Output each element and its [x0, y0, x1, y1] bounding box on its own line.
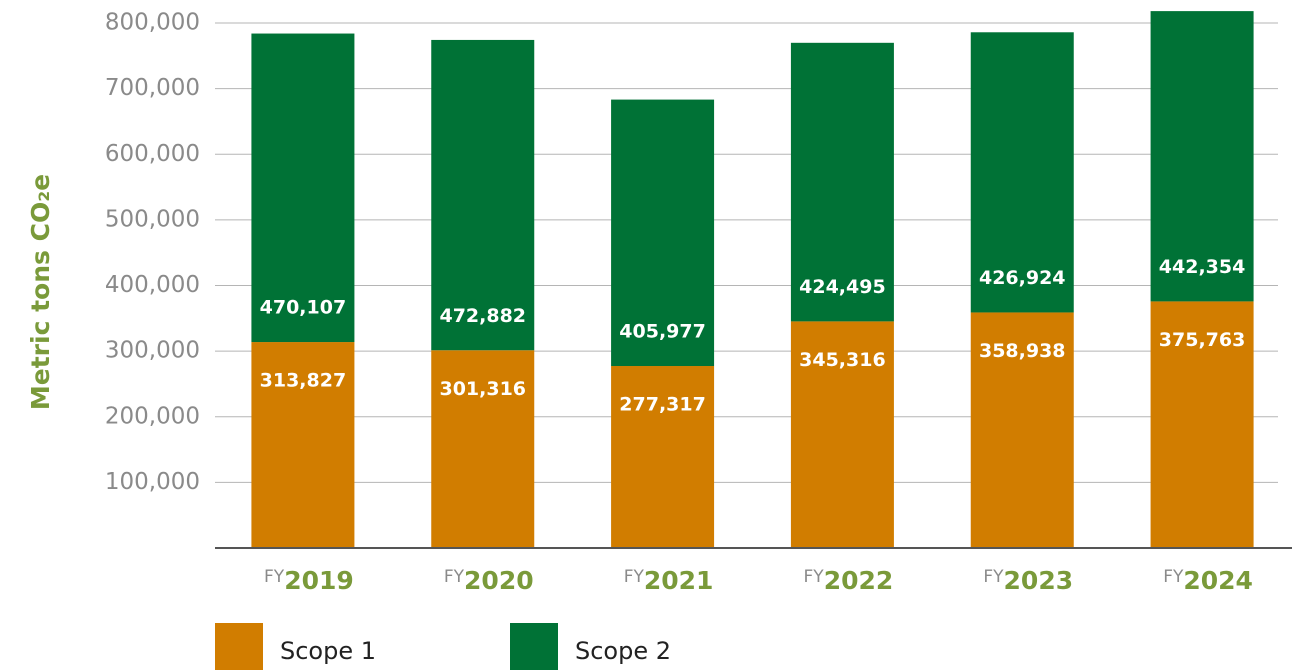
legend-swatch [215, 623, 263, 670]
x-tick-label: FY2021 [624, 566, 714, 595]
x-category: 2021 [644, 566, 714, 595]
data-label: 313,827 [260, 370, 347, 392]
bar-segment [1150, 11, 1254, 302]
data-label: 358,938 [979, 340, 1066, 362]
x-category: 2022 [824, 566, 894, 595]
data-label: 424,495 [799, 276, 886, 298]
y-tick-label: 700,000 [105, 75, 200, 101]
data-label: 301,316 [439, 378, 526, 400]
x-prefix: FY [1163, 567, 1184, 587]
bar-segment [251, 33, 355, 343]
x-category: 2019 [284, 566, 354, 595]
x-tick-label: FY2024 [1163, 566, 1253, 595]
bar-segment [970, 32, 1074, 313]
bar-segment [611, 366, 715, 548]
y-tick-label: 800,000 [105, 10, 200, 36]
x-tick-label: FY2023 [983, 566, 1073, 595]
y-tick-label: 200,000 [105, 403, 200, 429]
data-label: 345,316 [799, 349, 886, 371]
data-label: 375,763 [1159, 329, 1246, 351]
legend-swatch [510, 623, 558, 670]
bar-segment [1150, 301, 1254, 548]
bar-segment [970, 312, 1074, 548]
x-category: 2020 [464, 566, 534, 595]
bar-segment [251, 342, 355, 548]
y-tick-label: 400,000 [105, 272, 200, 298]
legend-label: Scope 1 [280, 637, 376, 665]
y-tick-label: 600,000 [105, 141, 200, 167]
x-category: 2024 [1183, 566, 1253, 595]
x-category: 2023 [1004, 566, 1074, 595]
y-tick-label: 100,000 [105, 469, 200, 495]
bar-segment [790, 42, 894, 322]
x-prefix: FY [983, 567, 1004, 587]
y-axis-title: Metric tons CO₂e [26, 174, 55, 410]
y-tick-label: 300,000 [105, 338, 200, 364]
bar-segment [431, 39, 535, 351]
data-label: 470,107 [260, 297, 347, 319]
x-tick-label: FY2022 [804, 566, 894, 595]
data-label: 426,924 [979, 267, 1066, 289]
bar-segment [611, 99, 715, 367]
data-label: 405,977 [619, 321, 706, 343]
bar-segment [431, 350, 535, 548]
data-label: 472,882 [439, 305, 526, 327]
legend-label: Scope 2 [575, 637, 671, 665]
data-label: 442,354 [1159, 256, 1246, 278]
x-prefix: FY [804, 567, 825, 587]
x-prefix: FY [264, 567, 285, 587]
x-tick-label: FY2020 [444, 566, 534, 595]
x-prefix: FY [444, 567, 465, 587]
data-label: 277,317 [619, 394, 706, 416]
x-tick-label: FY2019 [264, 566, 354, 595]
y-tick-label: 500,000 [105, 206, 200, 232]
x-prefix: FY [624, 567, 645, 587]
bar-segment [790, 321, 894, 548]
